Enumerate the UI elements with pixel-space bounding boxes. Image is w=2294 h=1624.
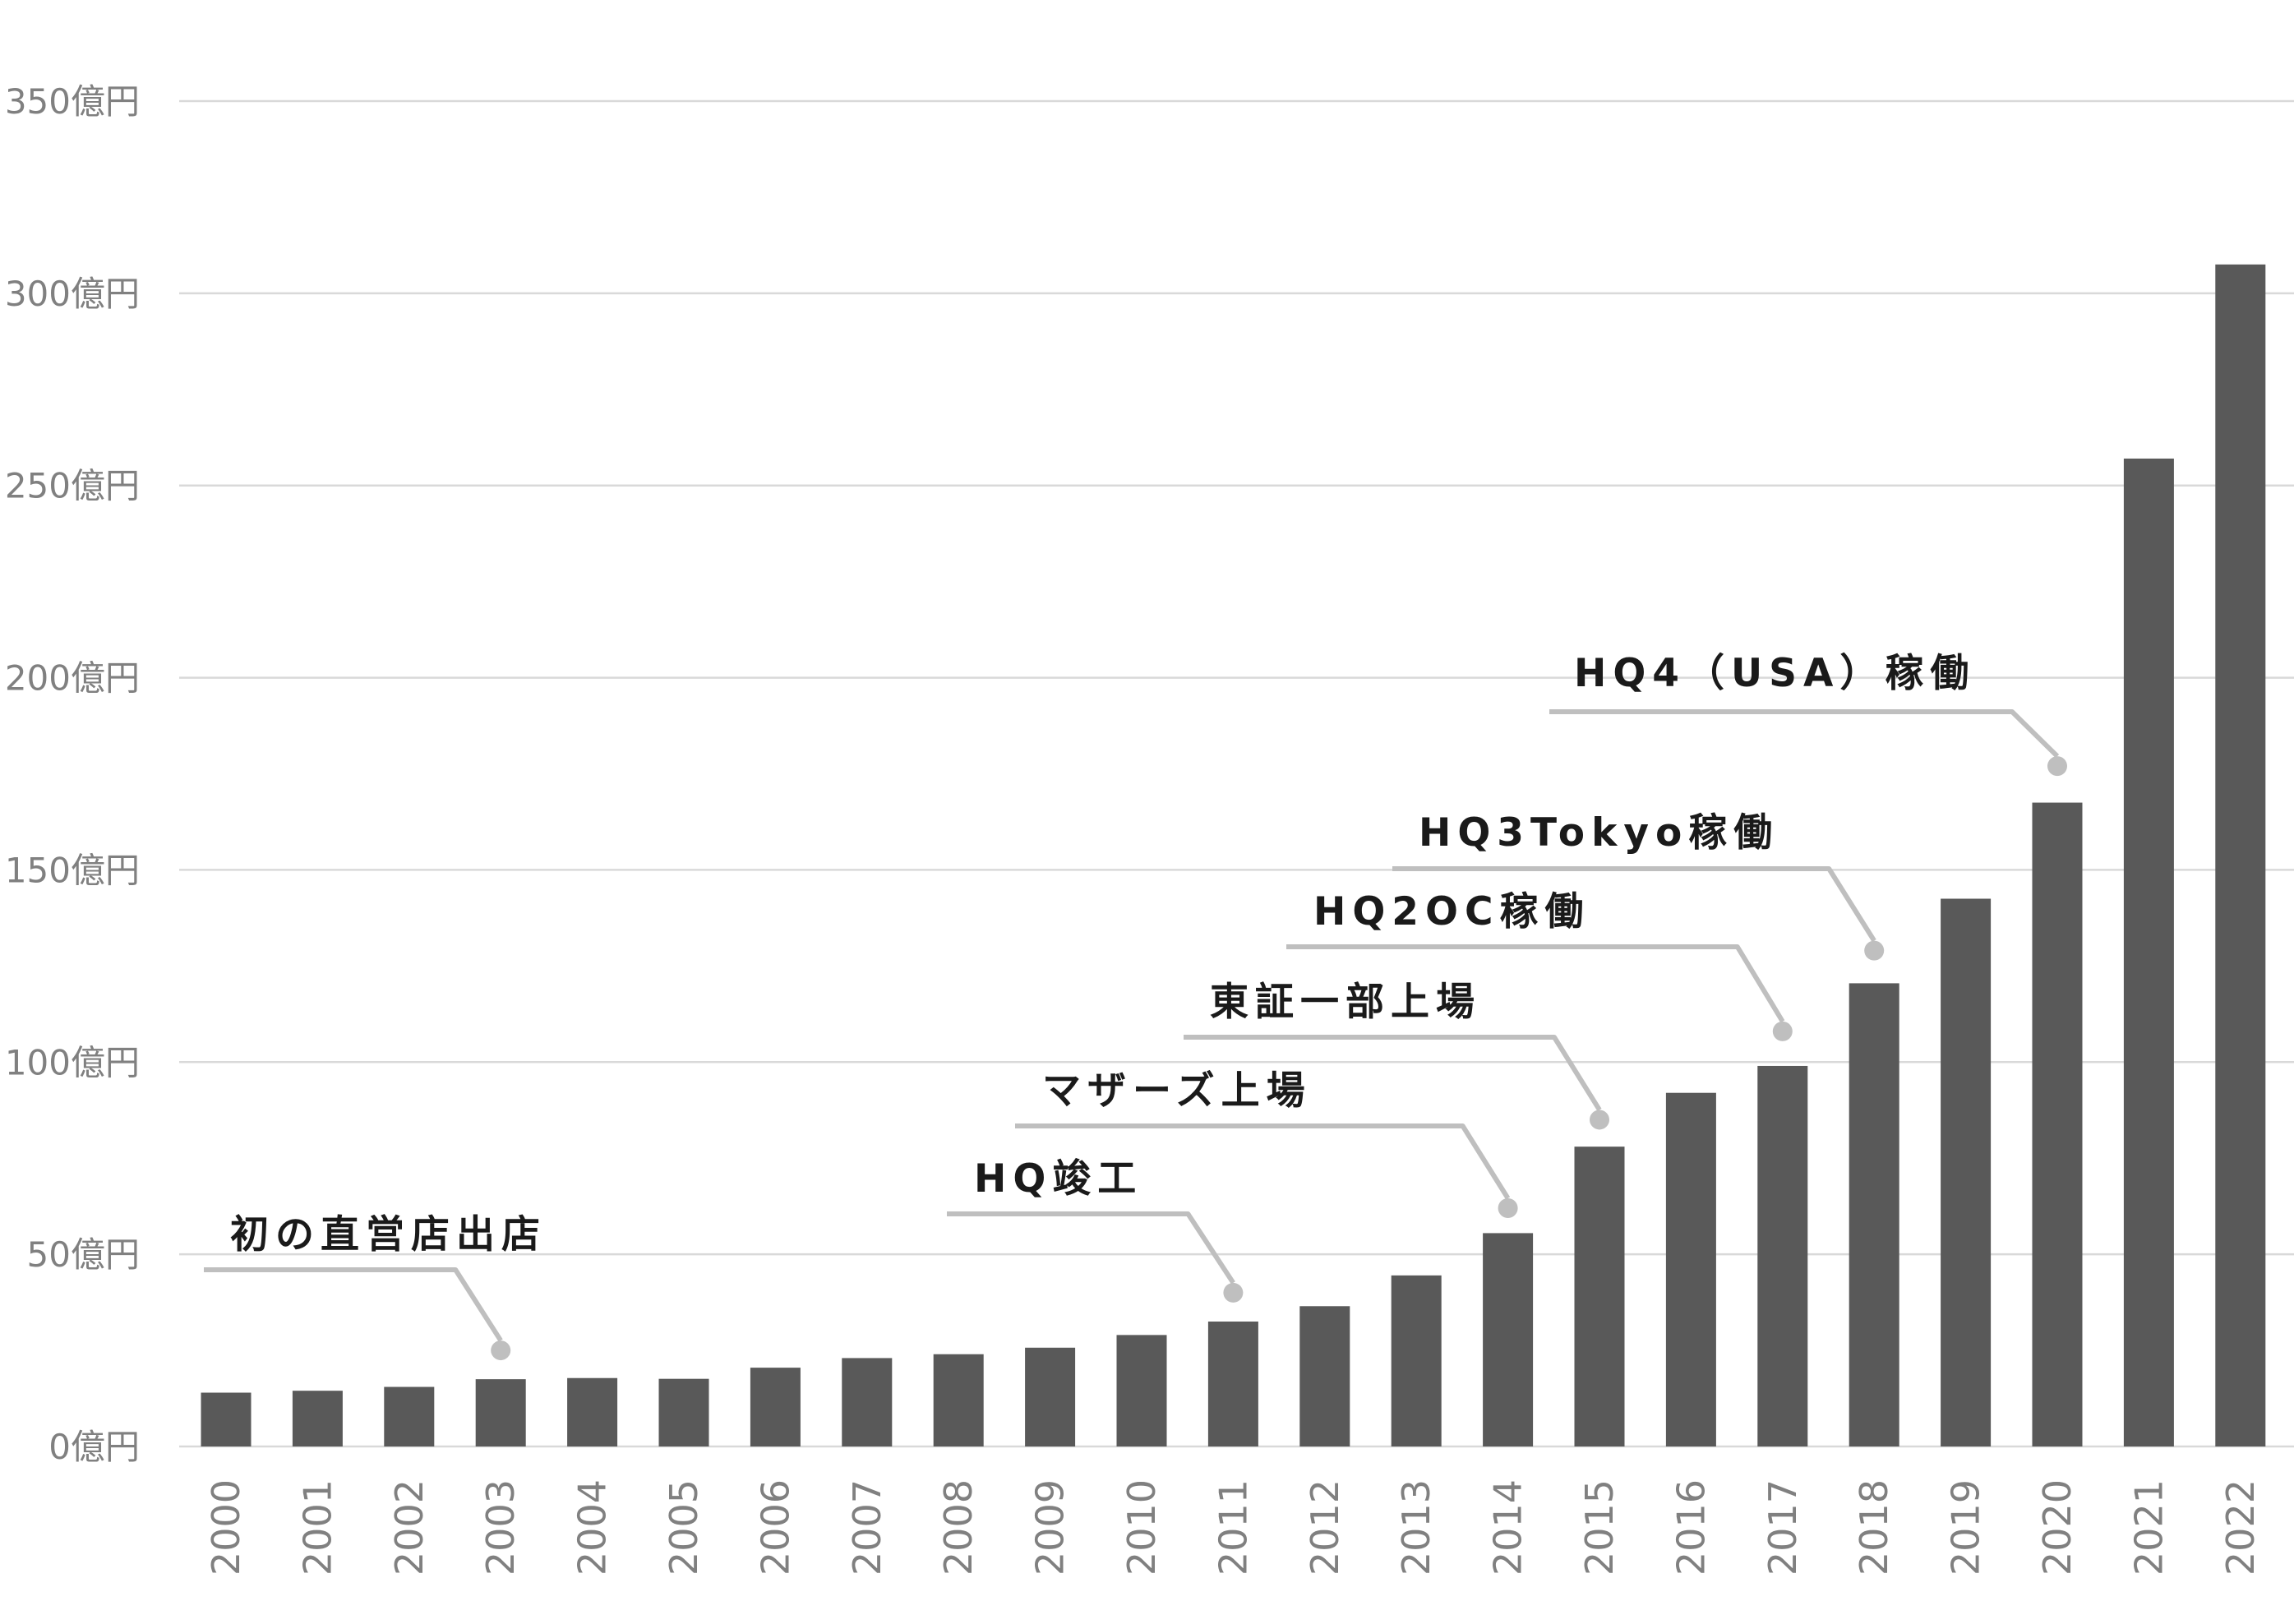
x-tick-label: 2018: [1852, 1479, 1896, 1576]
bar-2016: [1665, 1092, 1716, 1446]
x-tick-label: 2003: [478, 1479, 523, 1576]
annotation-label: HQ竣工: [974, 1156, 1142, 1202]
bar-2002: [384, 1386, 435, 1446]
annotation-label: 東証一部上場: [1210, 980, 1481, 1025]
y-tick-label: 300億円: [5, 274, 140, 314]
bar-2021: [2123, 458, 2174, 1446]
bar-2007: [842, 1358, 893, 1446]
x-tick-label: 2019: [1944, 1479, 1988, 1576]
bar-2000: [201, 1392, 252, 1446]
bar-2013: [1391, 1275, 1442, 1446]
annotations: 初の直営店出店 HQ竣工 マザーズ上場 東証一部上場 HQ2OC稼働 HQ3Tokyo稼働…: [204, 651, 2067, 1361]
bar-2003: [475, 1379, 526, 1446]
bar-2018: [1849, 983, 1899, 1446]
x-tick-label: 2001: [295, 1479, 339, 1576]
y-tick-label: 250億円: [5, 466, 140, 506]
x-tick-label: 2016: [1669, 1479, 1713, 1576]
annotation: 東証一部上場: [1184, 980, 1609, 1130]
annotation-leader-line: [1184, 1035, 1602, 1112]
x-tick-label: 2017: [1761, 1479, 1805, 1576]
y-tick-label: 150億円: [5, 850, 140, 890]
annotation-leader-line: [1286, 944, 1785, 1023]
x-tick-label: 2012: [1303, 1479, 1347, 1576]
annotation-dot: [1772, 1021, 1793, 1041]
bar-2019: [1941, 898, 1992, 1446]
x-tick-label: 2005: [662, 1479, 706, 1576]
bar-2022: [2215, 264, 2266, 1446]
x-axis-ticks: 2000 2001 2002 2003 2004 2005 2006 2007 2008 2009…: [204, 1479, 2263, 1576]
bar-2009: [1025, 1347, 1076, 1446]
x-tick-label: 2020: [2035, 1479, 2079, 1576]
annotation-leader-line: [1549, 709, 2060, 759]
annotation-dot: [1864, 940, 1885, 961]
annotation: マザーズ上場: [1015, 1068, 1518, 1219]
x-tick-label: 2000: [204, 1479, 248, 1576]
bar-2001: [292, 1391, 343, 1446]
x-tick-label: 2002: [387, 1479, 432, 1576]
bar-2004: [567, 1377, 618, 1446]
annotation-label: HQ4（USA）稼働: [1574, 651, 1975, 696]
bar-2012: [1299, 1306, 1350, 1446]
x-tick-label: 2011: [1211, 1479, 1255, 1576]
annotation-leader-line: [1392, 866, 1876, 943]
x-tick-label: 2013: [1394, 1479, 1438, 1576]
x-tick-label: 2009: [1028, 1479, 1073, 1576]
bars: [201, 264, 2266, 1446]
bar-2017: [1757, 1065, 1808, 1446]
x-tick-label: 2004: [570, 1479, 615, 1576]
annotation-label: マザーズ上場: [1042, 1068, 1312, 1114]
bar-2008: [933, 1354, 984, 1446]
bar-2020: [2032, 802, 2083, 1446]
y-tick-label: 350億円: [5, 81, 140, 122]
annotation: HQ2OC稼働: [1286, 889, 1793, 1041]
annotation: HQ4（USA）稼働: [1549, 651, 2067, 777]
y-tick-label: 50億円: [27, 1234, 140, 1275]
x-tick-label: 2008: [936, 1479, 981, 1576]
annotation-dot: [2047, 756, 2067, 777]
x-tick-label: 2007: [845, 1479, 889, 1576]
annotation-label: HQ2OC稼働: [1313, 889, 1590, 934]
annotation-label: HQ3Tokyo稼働: [1419, 810, 1779, 856]
gridlines: [179, 99, 2294, 1448]
x-tick-label: 2014: [1486, 1479, 1530, 1576]
bar-2011: [1207, 1321, 1258, 1446]
x-tick-label: 2015: [1577, 1479, 1622, 1576]
bar-2014: [1483, 1233, 1534, 1446]
annotation: HQ3Tokyo稼働: [1392, 810, 1885, 961]
annotation-dot: [1498, 1198, 1518, 1219]
y-tick-label: 200億円: [5, 658, 140, 699]
bar-2010: [1116, 1335, 1167, 1446]
annotation: HQ竣工: [947, 1156, 1244, 1303]
x-tick-label: 2021: [2126, 1479, 2171, 1576]
bar-2006: [750, 1368, 801, 1446]
annotation-leader-line: [947, 1211, 1235, 1285]
annotation-dot: [1590, 1110, 1609, 1130]
x-tick-label: 2010: [1119, 1479, 1164, 1576]
y-axis-ticks: 0億円 50億円 100億円 150億円 200億円 250億円 300億円 350億円: [5, 81, 140, 1467]
bar-2005: [658, 1378, 709, 1446]
annotation-dot: [1223, 1282, 1244, 1303]
annotation-leader-line: [1015, 1123, 1511, 1200]
annotation-leader-line: [204, 1267, 503, 1342]
x-tick-label: 2022: [2218, 1479, 2263, 1576]
bar-2015: [1574, 1146, 1625, 1446]
y-tick-label: 0億円: [48, 1427, 140, 1467]
y-tick-label: 100億円: [5, 1042, 140, 1082]
annotation-dot: [491, 1340, 511, 1361]
annotation: 初の直営店出店: [204, 1212, 547, 1361]
x-tick-label: 2006: [753, 1479, 797, 1576]
annotation-label: 初の直営店出店: [230, 1212, 547, 1257]
